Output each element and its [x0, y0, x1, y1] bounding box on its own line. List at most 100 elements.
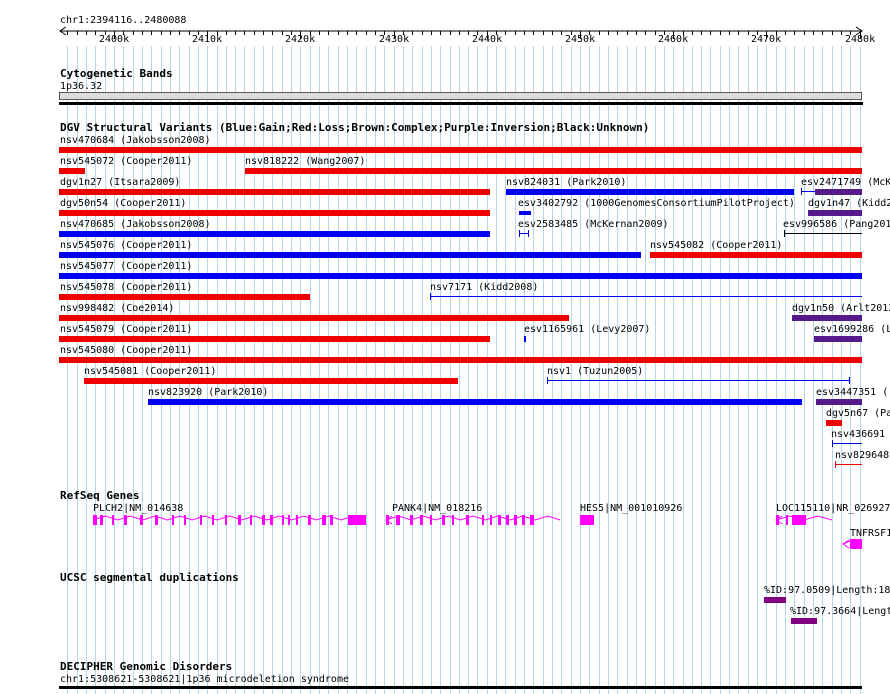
gene-exon — [514, 515, 517, 525]
variant-bar-inversion[interactable] — [808, 210, 862, 216]
variant-bar-inversion[interactable] — [814, 336, 862, 342]
segdup-bar[interactable] — [764, 597, 786, 603]
gene-exon — [155, 515, 158, 525]
variant-label: nsv436691 — [831, 429, 886, 440]
gene-exon — [308, 515, 311, 525]
variant-label: dgv1n47 (Kidd2 — [808, 198, 890, 209]
variant-label: dgv1n50 (Arlt2012 — [792, 303, 890, 314]
variant-bar-loss[interactable] — [59, 294, 310, 300]
segdup-track-title: UCSC segmental duplications — [60, 571, 239, 584]
variant-tick — [832, 440, 833, 447]
locus-label: chr1:2394116..2480088 — [60, 15, 187, 26]
variant-bar-loss[interactable] — [59, 210, 490, 216]
variant-tick — [801, 188, 802, 195]
ruler-tick-label: 2480k — [845, 34, 876, 45]
segdup-bar[interactable] — [791, 618, 817, 624]
variant-bar-loss[interactable] — [59, 336, 490, 342]
gene-exon — [420, 515, 423, 525]
variant-tick — [835, 461, 836, 468]
variant-bar-loss[interactable] — [59, 357, 862, 363]
ruler-tick-label: 2420k — [285, 34, 316, 45]
variant-bar-inversion[interactable] — [792, 315, 862, 321]
variant-label: nsv545076 (Cooper2011) — [60, 240, 193, 251]
variant-bar-loss[interactable] — [650, 252, 862, 258]
variant-label: esv996586 (Pang201 — [783, 219, 890, 230]
variant-bar-loss[interactable] — [84, 378, 458, 384]
variant-bar-gain[interactable] — [59, 231, 490, 237]
variant-tick — [528, 230, 529, 237]
gene-exon — [482, 515, 484, 525]
gene-exon — [506, 515, 509, 525]
cytoband-track-title: Cytogenetic Bands — [60, 67, 173, 80]
gene-exon — [200, 515, 202, 525]
variant-line-gain[interactable] — [519, 233, 529, 234]
variant-label: nsv823920 (Park2010) — [148, 387, 269, 398]
gene-exon — [330, 515, 333, 525]
variant-label: nsv998482 (Coe2014) — [60, 303, 175, 314]
decipher-bar[interactable] — [59, 686, 862, 689]
ruler-tick-label: 2410k — [192, 34, 223, 45]
variant-bar-loss[interactable] — [59, 147, 862, 153]
variant-bar-loss[interactable] — [59, 315, 569, 321]
ruler-tick-label: 2460k — [658, 34, 689, 45]
gene-exon — [386, 515, 389, 525]
gene-exon — [250, 515, 252, 525]
gene-exon — [288, 515, 290, 525]
variant-label: esv2471749 (McK — [801, 177, 890, 188]
gene-exon — [100, 515, 103, 525]
gene-label: LOC115110|NR_026927 — [776, 503, 890, 514]
variant-line-gain[interactable] — [547, 380, 850, 381]
gene-exon — [466, 515, 469, 525]
ruler-tick-label: 2400k — [99, 34, 130, 45]
variant-bar-inversion[interactable] — [816, 399, 862, 405]
ruler[interactable] — [0, 24, 890, 46]
gene-exon — [792, 515, 806, 525]
gene-exon — [262, 515, 265, 525]
variant-label: nsv7171 (Kidd2008) — [430, 282, 539, 293]
variant-bar-gain[interactable] — [519, 211, 531, 215]
variant-tick — [547, 377, 548, 384]
strand-arrow — [775, 515, 783, 525]
variant-label: nsv545078 (Cooper2011) — [60, 282, 193, 293]
variant-line-gain[interactable] — [801, 191, 815, 192]
variant-label: esv3402792 (1000GenomesConsortiumPilotPr… — [518, 198, 795, 209]
gene-exon — [498, 515, 501, 525]
variant-tick — [519, 230, 520, 237]
variant-label: nsv470685 (Jakobsson2008) — [60, 219, 211, 230]
gene-label: HES5|NM_001010926 — [580, 503, 683, 514]
gene-exon — [530, 515, 534, 525]
variant-tick — [784, 230, 785, 237]
variant-bar-gain[interactable] — [59, 273, 862, 279]
gene-models[interactable] — [0, 510, 890, 555]
segdup-label: %ID:97.3664|Lengt — [790, 606, 890, 617]
variant-bar-loss[interactable] — [59, 189, 490, 195]
variant-bar-gain[interactable] — [506, 189, 794, 195]
variant-bar-gain[interactable] — [148, 399, 802, 405]
variant-line-gain[interactable] — [430, 296, 862, 297]
ruler-tick-label: 2470k — [751, 34, 782, 45]
gene-exon — [112, 515, 114, 525]
variant-bar-gain[interactable] — [59, 252, 641, 258]
gene-exon — [270, 515, 273, 525]
gene-exon — [322, 515, 326, 525]
decipher-track-title: DECIPHER Genomic Disorders — [60, 660, 233, 673]
cytoband-bar[interactable] — [59, 92, 862, 100]
variant-line-loss[interactable] — [835, 464, 862, 465]
gene-exon — [184, 515, 186, 525]
variant-line-gain[interactable] — [832, 443, 862, 444]
gene-exon — [140, 515, 143, 525]
variant-label: nsv545079 (Cooper2011) — [60, 324, 193, 335]
variant-bar-gain[interactable] — [524, 336, 526, 342]
variant-line-unknown[interactable] — [784, 233, 862, 234]
gene-exon — [490, 515, 492, 525]
variant-label: esv2583485 (McKernan2009) — [518, 219, 669, 230]
gene-exon — [410, 515, 413, 525]
gene-exon — [396, 515, 400, 525]
variant-bar-loss[interactable] — [245, 168, 862, 174]
variant-bar-inversion[interactable] — [815, 189, 862, 195]
variant-bar-loss[interactable] — [59, 168, 85, 174]
gene-exon — [430, 515, 432, 525]
variant-bar-loss[interactable] — [826, 420, 842, 426]
strand-arrow — [842, 539, 850, 549]
ruler-tick-label: 2440k — [472, 34, 503, 45]
